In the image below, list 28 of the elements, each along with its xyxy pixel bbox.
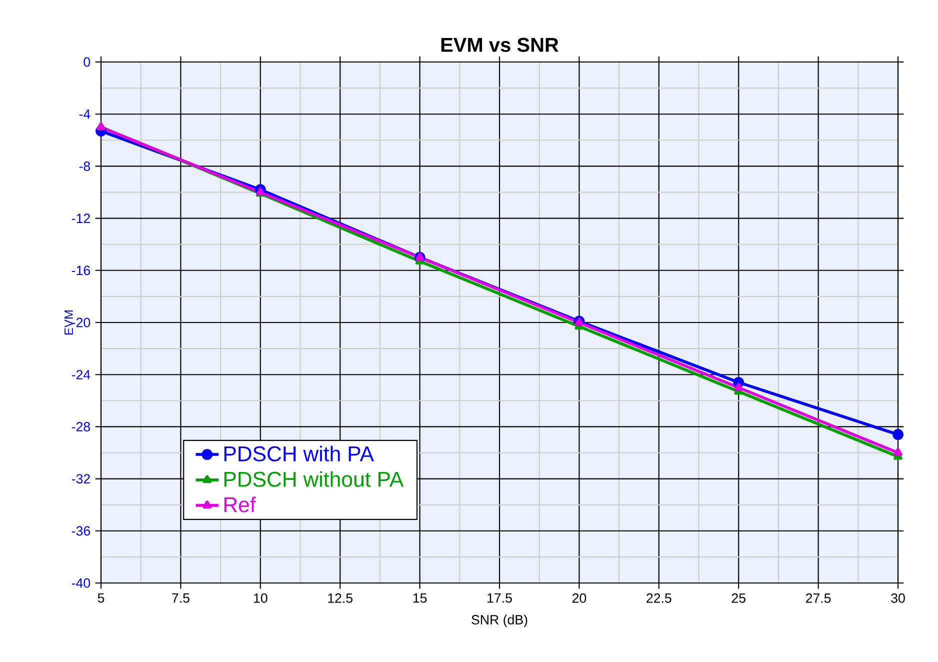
x-tick-label: 15 (413, 593, 427, 603)
x-tick-label: 5 (98, 593, 104, 603)
y-tick-label: -36 (72, 526, 90, 536)
x-tick-label: 10 (254, 593, 268, 603)
y-tick-label: -20 (72, 318, 90, 328)
y-tick-label: -32 (72, 474, 90, 484)
chart-title: EVM vs SNR (441, 38, 559, 52)
y-tick-label: -16 (72, 266, 90, 276)
x-tick-label: 25 (732, 593, 746, 603)
y-tick-label: -40 (72, 578, 90, 588)
x-axis-title: SNR (dB) (472, 614, 528, 628)
y-tick-label: -24 (72, 370, 90, 380)
x-tick-label: 22.5 (646, 593, 672, 603)
y-tick-label: -4 (79, 110, 90, 119)
x-tick-label: 20 (572, 593, 586, 603)
y-axis-title: EVM (64, 310, 73, 335)
x-tick-label: 27.5 (806, 593, 831, 603)
legend-label: PDSCH without PA (224, 471, 404, 487)
y-tick-label: -8 (79, 161, 90, 171)
y-tick-label: -12 (72, 214, 90, 223)
x-tick-label: 12.5 (328, 593, 353, 603)
x-tick-label: 7.5 (172, 593, 190, 603)
legend-label: Ref (224, 496, 256, 512)
y-tick-label: -28 (72, 422, 90, 432)
y-tick-label: 0 (84, 57, 90, 67)
x-tick-label: 17.5 (488, 593, 512, 603)
x-tick-label: 30 (891, 593, 905, 603)
legend-label: PDSCH with PA (224, 446, 374, 462)
